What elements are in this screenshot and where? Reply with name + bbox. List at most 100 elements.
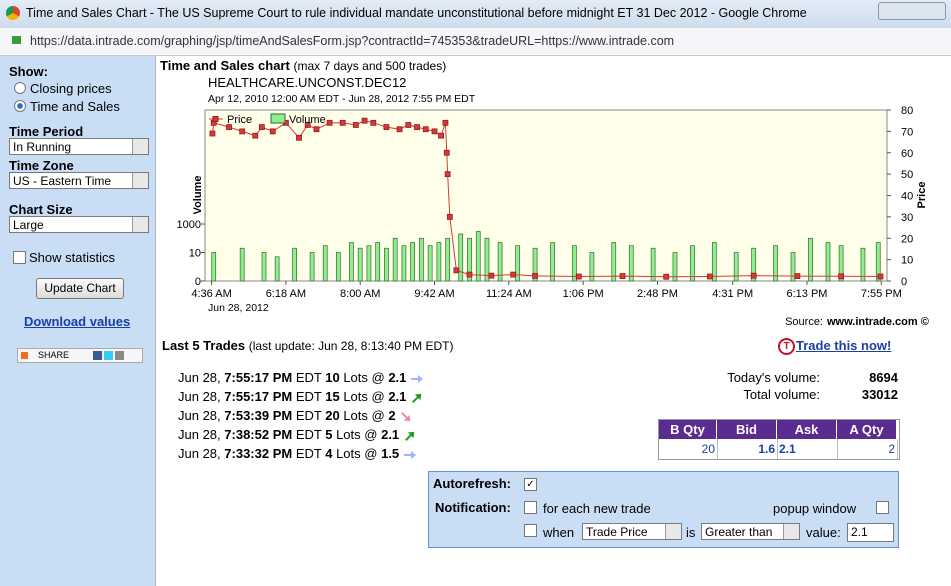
arrow xyxy=(403,450,416,459)
trade-lots: 5 xyxy=(325,427,333,442)
volume-bar xyxy=(773,245,778,282)
trade-time: 7:53:39 PM xyxy=(224,408,293,423)
label: for each new trade xyxy=(543,501,651,516)
quote-cell: 20 xyxy=(659,439,718,459)
price-marker xyxy=(252,132,259,139)
volume-bar xyxy=(589,252,595,282)
quote-cell: 2 xyxy=(837,439,898,459)
checkbox[interactable] xyxy=(524,524,537,537)
price-marker xyxy=(422,126,429,133)
select[interactable]: Trade Price xyxy=(582,523,682,540)
price-marker xyxy=(405,122,412,128)
sidebar: Show: Closing prices Time and Sales Time… xyxy=(0,56,156,586)
checkbox[interactable] xyxy=(13,251,26,264)
volume-bar xyxy=(427,245,433,282)
volume-bar xyxy=(445,237,450,282)
trade-tz: EDT xyxy=(295,370,322,385)
x-tick-label: 1:06 PM xyxy=(563,288,604,300)
x-tick-label: 8:00 AM xyxy=(340,288,380,300)
quote-cell: 1.6 xyxy=(717,439,778,459)
x-tick-label: 4:36 AM xyxy=(191,288,231,300)
price-marker xyxy=(209,130,216,137)
price-marker xyxy=(226,124,232,130)
share-bar[interactable]: SHARE xyxy=(17,348,143,363)
volume-label: Today's volume: xyxy=(727,370,820,385)
volume-bar xyxy=(672,252,678,282)
heading-note: (max 7 days and 500 trades) xyxy=(293,59,447,73)
url[interactable]: https://data.intrade.com/graphing/jsp/ti… xyxy=(30,34,675,48)
price-marker xyxy=(296,134,302,141)
trend-arrow xyxy=(404,431,415,441)
plot-area xyxy=(204,109,888,282)
price-marker xyxy=(532,272,538,279)
share-icon xyxy=(21,352,28,359)
x-tick-label: 4:31 PM xyxy=(712,288,753,300)
volume-bar xyxy=(335,252,341,282)
price-marker xyxy=(510,271,517,278)
volume-bar xyxy=(711,242,717,282)
price-marker xyxy=(383,124,390,130)
price-marker xyxy=(443,149,450,156)
price-marker xyxy=(444,171,451,178)
radio[interactable] xyxy=(14,100,26,112)
trade-tz: EDT xyxy=(295,408,322,423)
email-icon xyxy=(115,351,124,360)
trade-time: 7:55:17 PM xyxy=(224,370,293,385)
volume-bar xyxy=(733,252,739,282)
update-button[interactable]: Update Chart xyxy=(36,278,124,299)
checkbox-label: Show statistics xyxy=(29,250,115,265)
price-marker xyxy=(438,132,444,139)
checkbox[interactable] xyxy=(876,501,889,514)
chart-title: HEALTHCARE.UNCONST.DEC12 xyxy=(208,75,406,90)
select[interactable]: Large xyxy=(9,216,149,233)
legend-label: Volume xyxy=(289,114,326,126)
radio[interactable] xyxy=(14,82,26,94)
update-note: (last update: Jun 28, 8:13:40 PM EDT) xyxy=(248,339,454,353)
volume-bar xyxy=(401,245,407,282)
window-controls[interactable] xyxy=(878,2,946,20)
select[interactable]: US - Eastern Time xyxy=(9,172,149,189)
select[interactable]: Greater than xyxy=(701,523,800,540)
trade-row: Jun 28, 7:53:39 PM EDT 20 Lots @ 2 xyxy=(178,408,413,423)
volume-bar xyxy=(515,245,520,282)
volume-bar xyxy=(357,247,363,282)
trade-unit: Lots @ xyxy=(343,408,385,423)
trade-lots: 4 xyxy=(325,446,333,461)
trade-icon: T xyxy=(778,338,795,355)
y2-axis-label: Price xyxy=(916,182,928,209)
download-link[interactable]: Download values xyxy=(24,314,131,329)
trade-tz: EDT xyxy=(295,427,322,442)
label: Time Period xyxy=(9,124,84,139)
volume-bar xyxy=(690,245,695,282)
checkbox[interactable] xyxy=(524,501,537,514)
price-marker xyxy=(750,272,757,279)
x-tick-label: 11:24 AM xyxy=(486,288,532,300)
price-marker xyxy=(794,273,801,279)
x-date-label: Jun 28, 2012 xyxy=(208,302,269,314)
quote-header: A Qty xyxy=(837,420,897,439)
chart-subtitle: Apr 12, 2010 12:00 AM EDT - Jun 28, 2012… xyxy=(208,93,476,105)
price-marker xyxy=(352,122,359,128)
trade-date: Jun 28, xyxy=(178,446,221,461)
trade-date: Jun 28, xyxy=(178,408,221,423)
price-marker xyxy=(258,124,265,130)
volume-bar xyxy=(239,247,245,282)
price-marker xyxy=(339,119,346,126)
y-tick-label: 10 xyxy=(189,248,201,260)
quote-table: B Qty 20 Bid 1.6 Ask 2.1 A Qty 2 xyxy=(658,419,900,460)
trade-unit: Lots @ xyxy=(343,370,385,385)
value-input[interactable]: 2.1 xyxy=(847,523,894,542)
price-marker xyxy=(838,273,844,280)
trade-price: 2 xyxy=(388,408,396,423)
checkbox[interactable]: ✓ xyxy=(524,478,537,491)
trade-now-link[interactable]: Trade this now! xyxy=(796,338,892,353)
select[interactable]: In Running xyxy=(9,138,149,155)
trend-arrow xyxy=(412,393,422,403)
volume-bar xyxy=(808,237,813,282)
price-marker xyxy=(370,119,377,126)
y2-tick-label: 80 xyxy=(901,105,913,117)
facebook-icon xyxy=(93,351,102,360)
volume-bar xyxy=(572,245,577,282)
volume-bar xyxy=(497,242,503,282)
y2-tick-label: 50 xyxy=(901,169,913,181)
